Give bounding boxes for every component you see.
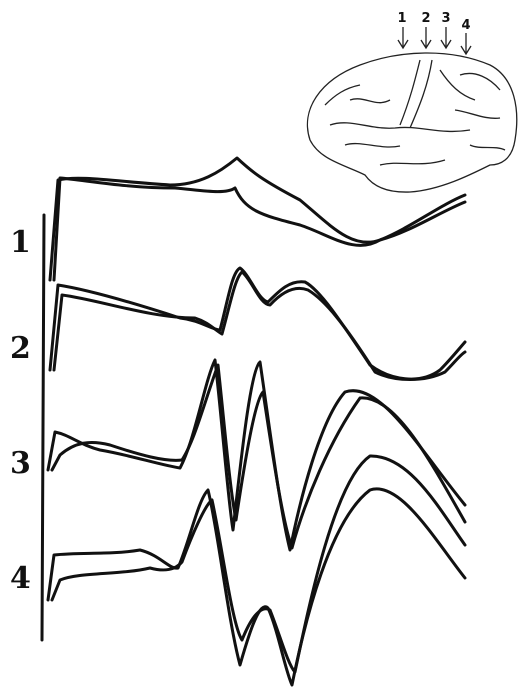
stimulus-line	[42, 215, 44, 640]
electrode-label: 1	[397, 11, 406, 26]
trace-label: 2	[10, 331, 31, 366]
electrode-label: 4	[461, 18, 470, 33]
trace-4	[48, 456, 465, 685]
electrode-label: 3	[441, 11, 450, 26]
figure: 1 2 3 4 1 2 3 4	[0, 0, 520, 692]
page: 1 2 3 4 1 2 3 4 (() => { const data = JS…	[0, 0, 520, 692]
trace-label: 1	[10, 225, 31, 260]
trace-3	[48, 360, 465, 550]
electrode-label: 2	[421, 11, 430, 26]
trace-1	[50, 158, 465, 280]
brain-drawing: 1 2 3 4	[307, 11, 516, 192]
trace-label: 3	[10, 446, 31, 481]
trace-label: 4	[10, 561, 31, 596]
